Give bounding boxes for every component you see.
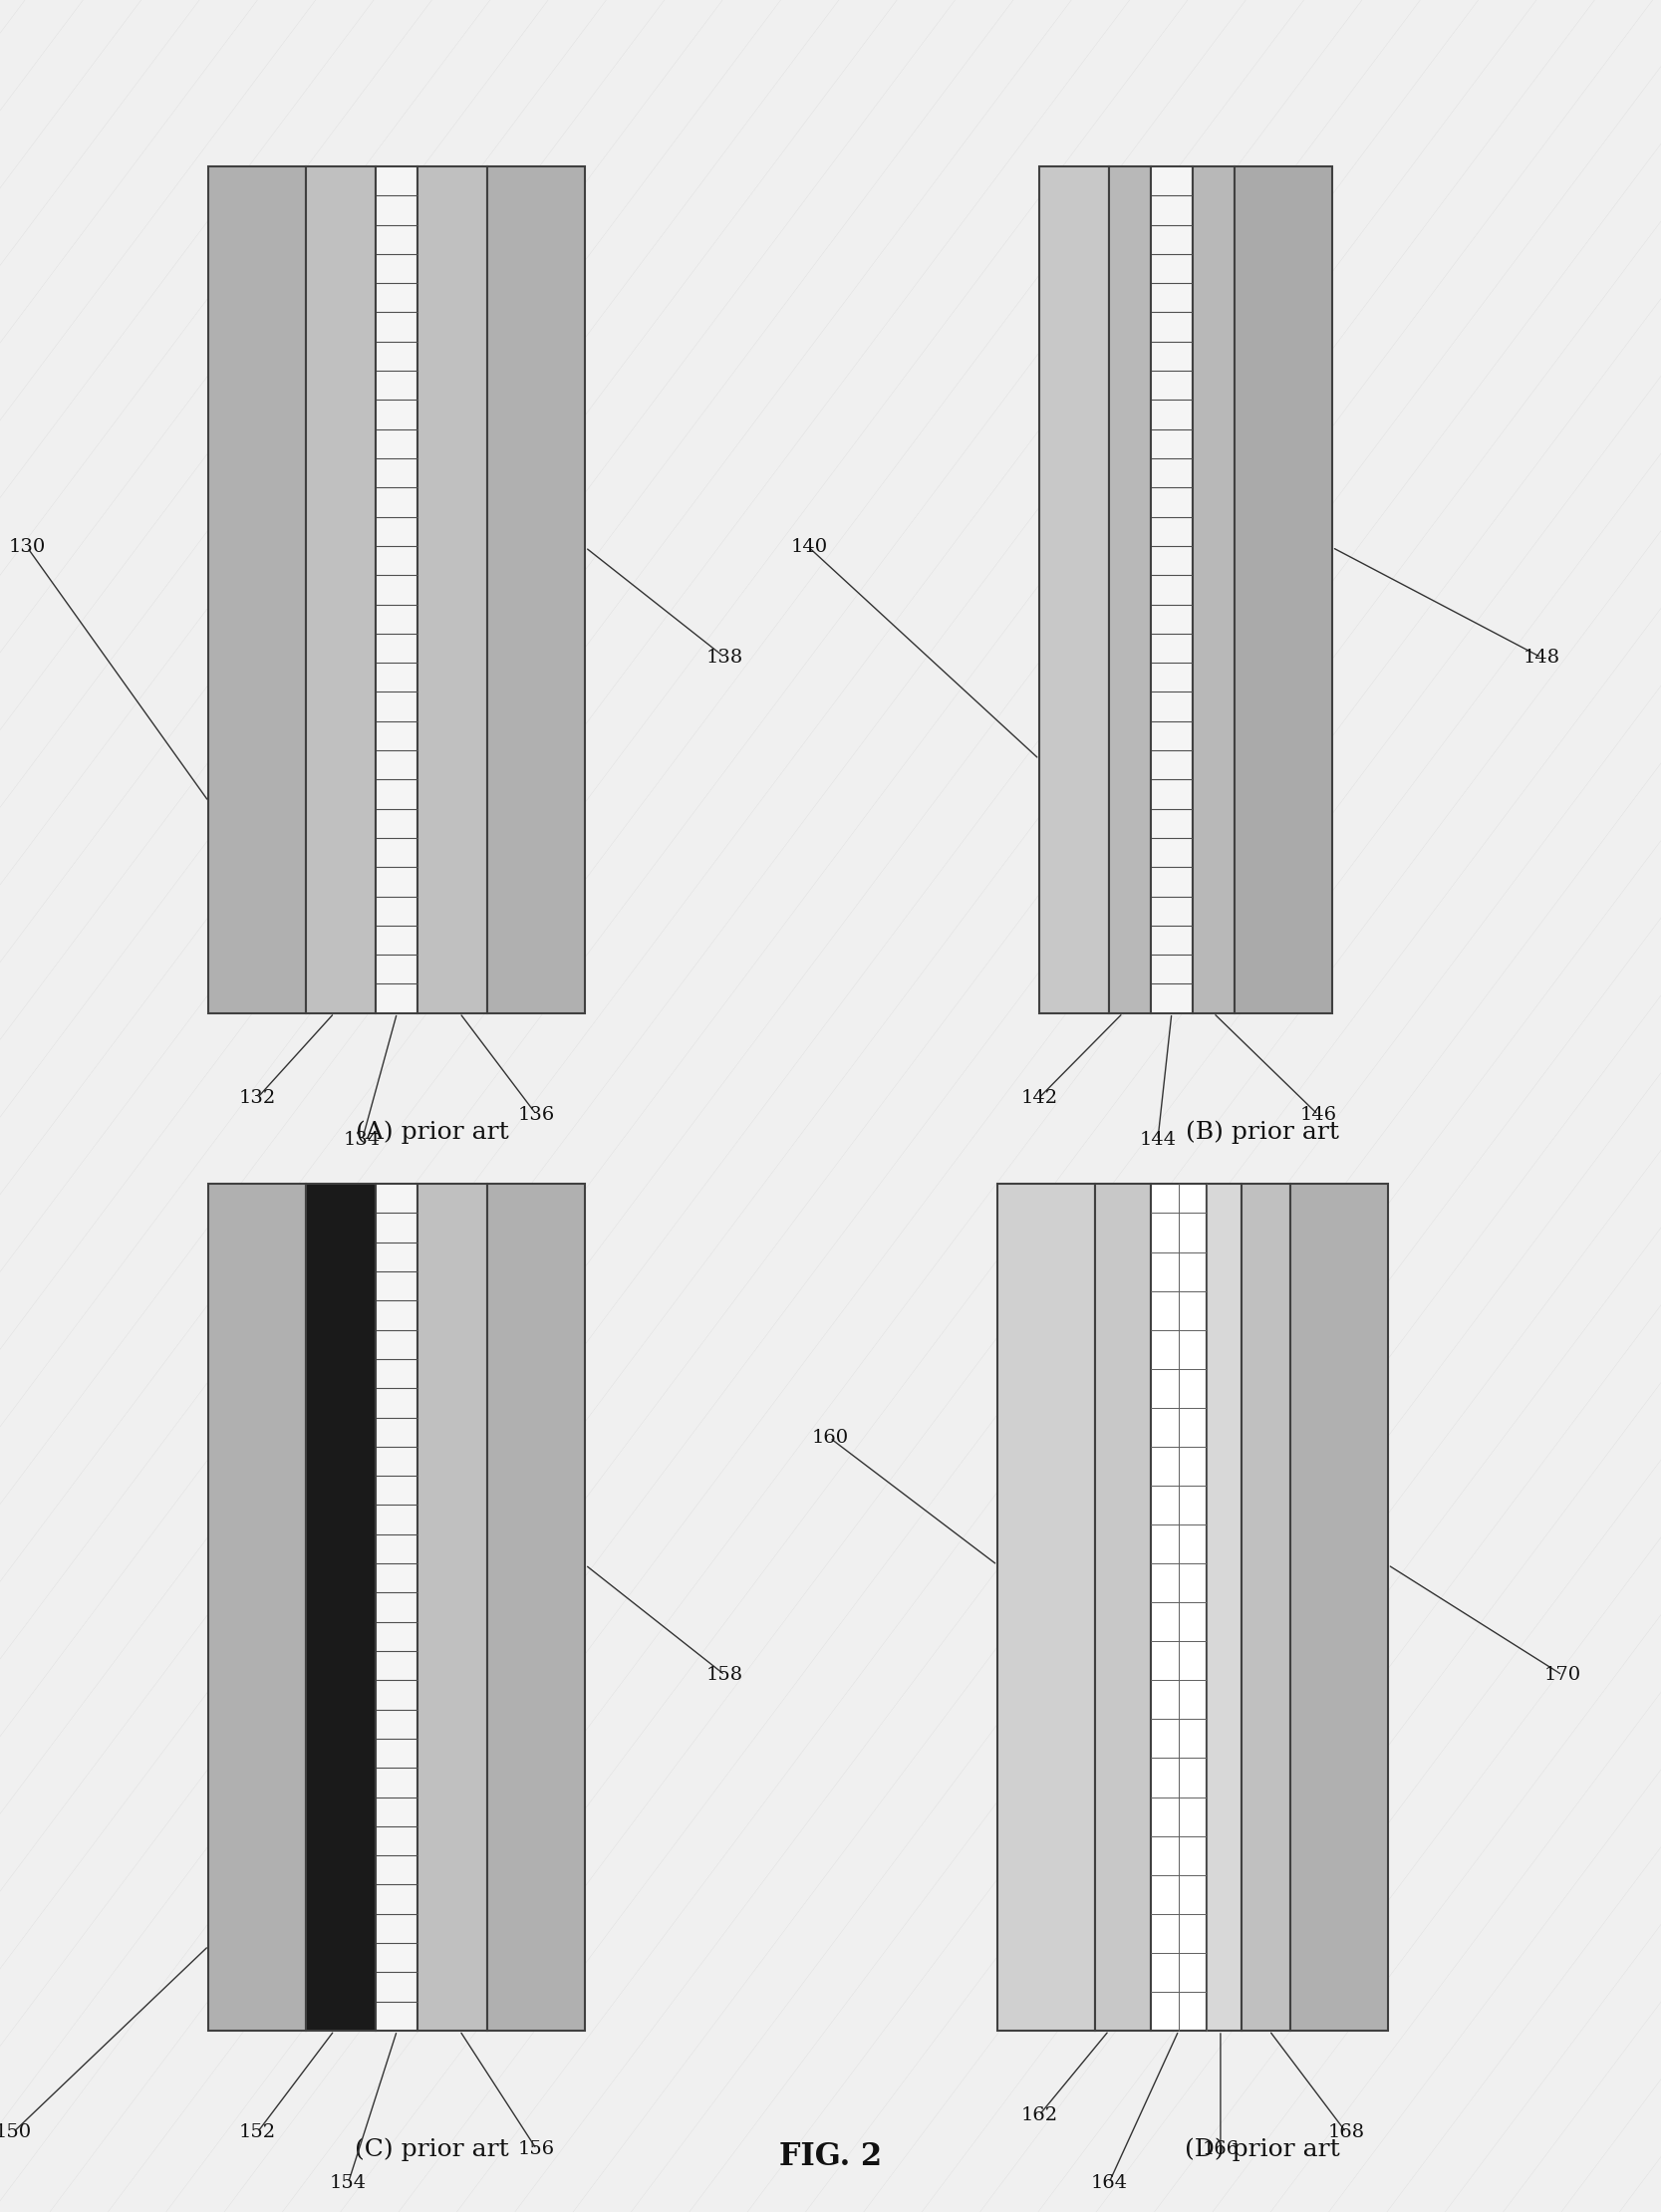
Bar xyxy=(419,166,488,1013)
Bar xyxy=(488,166,585,1013)
Text: 142: 142 xyxy=(1020,1088,1058,1106)
Text: 170: 170 xyxy=(1543,1666,1581,1683)
Bar xyxy=(306,1183,375,2031)
Text: (A) prior art: (A) prior art xyxy=(355,1119,508,1144)
Text: 152: 152 xyxy=(239,2124,276,2141)
Text: 144: 144 xyxy=(1139,1130,1176,1148)
Text: 162: 162 xyxy=(1020,2106,1058,2124)
Text: 168: 168 xyxy=(1327,2124,1365,2141)
Bar xyxy=(1234,166,1332,1013)
Text: 164: 164 xyxy=(1090,2174,1128,2192)
Text: 158: 158 xyxy=(706,1666,744,1683)
Bar xyxy=(997,1183,1095,2031)
Text: (D) prior art: (D) prior art xyxy=(1184,2137,1340,2161)
Bar xyxy=(1291,1183,1389,2031)
Bar xyxy=(419,1183,488,2031)
Text: 132: 132 xyxy=(239,1088,276,1106)
Bar xyxy=(375,166,419,1013)
Text: 134: 134 xyxy=(344,1130,380,1148)
Bar xyxy=(1151,166,1193,1013)
Bar xyxy=(1193,166,1234,1013)
Bar xyxy=(209,166,306,1013)
Bar xyxy=(1095,1183,1151,2031)
Text: 138: 138 xyxy=(706,648,744,666)
Bar xyxy=(306,166,375,1013)
Bar xyxy=(1241,1183,1291,2031)
Bar xyxy=(1110,166,1151,1013)
Text: 130: 130 xyxy=(8,538,47,557)
Text: 140: 140 xyxy=(791,538,827,557)
Text: 156: 156 xyxy=(518,2141,555,2159)
Bar xyxy=(1040,166,1110,1013)
Text: 136: 136 xyxy=(518,1106,555,1124)
Bar xyxy=(375,1183,419,2031)
Bar xyxy=(209,1183,306,2031)
Text: (C) prior art: (C) prior art xyxy=(355,2137,508,2161)
Text: 154: 154 xyxy=(329,2174,367,2192)
Text: 166: 166 xyxy=(1203,2141,1239,2159)
Bar xyxy=(488,1183,585,2031)
Bar xyxy=(1151,1183,1206,2031)
Text: (B) prior art: (B) prior art xyxy=(1186,1119,1339,1144)
Text: 148: 148 xyxy=(1523,648,1560,666)
Text: 160: 160 xyxy=(811,1429,849,1447)
Text: 150: 150 xyxy=(0,2124,32,2141)
Text: 146: 146 xyxy=(1299,1106,1337,1124)
Text: FIG. 2: FIG. 2 xyxy=(779,2141,882,2172)
Bar xyxy=(1206,1183,1241,2031)
